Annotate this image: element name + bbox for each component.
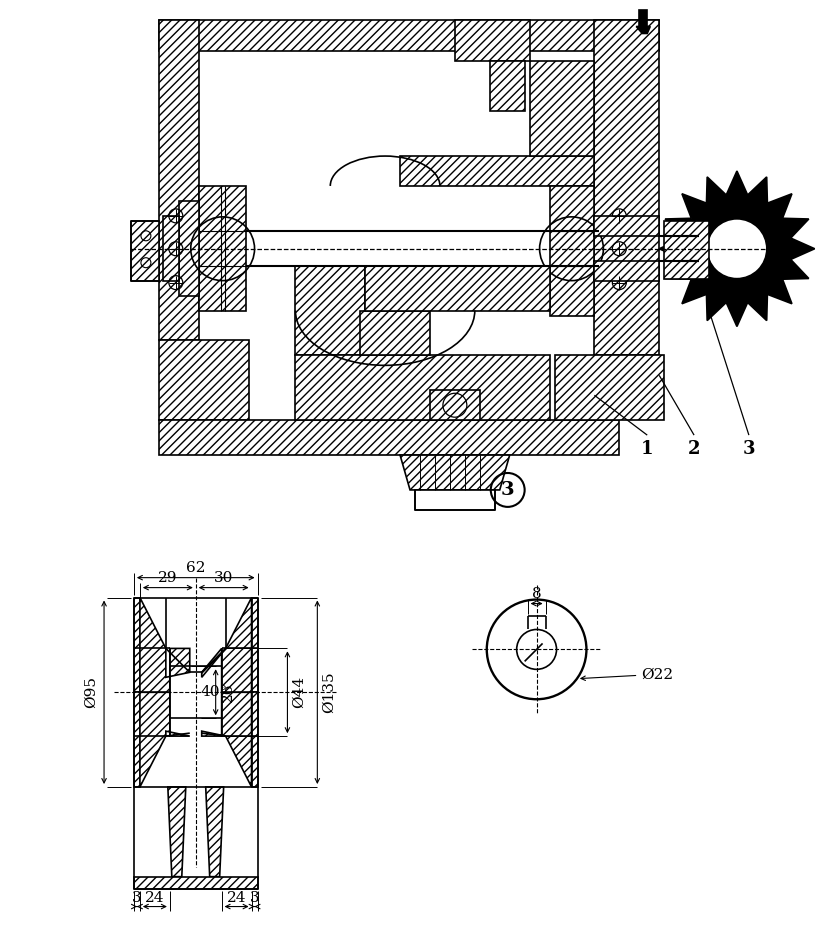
Polygon shape (159, 340, 249, 421)
Polygon shape (400, 455, 509, 490)
Text: 3: 3 (250, 890, 260, 904)
Polygon shape (159, 20, 659, 52)
Text: 3: 3 (132, 890, 142, 904)
Polygon shape (595, 216, 659, 236)
Text: 3: 3 (501, 481, 514, 499)
Text: 24: 24 (227, 890, 246, 904)
Polygon shape (202, 692, 251, 787)
Text: Ø44: Ø44 (292, 676, 306, 708)
Polygon shape (205, 787, 224, 877)
Text: 1: 1 (641, 440, 654, 458)
Polygon shape (529, 61, 595, 156)
Polygon shape (131, 221, 159, 281)
Text: 62: 62 (186, 561, 205, 574)
Polygon shape (159, 421, 620, 455)
Polygon shape (199, 186, 245, 310)
Text: 40°: 40° (200, 686, 228, 700)
Polygon shape (595, 20, 659, 356)
Polygon shape (659, 171, 815, 326)
Polygon shape (159, 20, 199, 340)
Polygon shape (415, 490, 495, 510)
Polygon shape (595, 260, 659, 281)
Text: Ø22: Ø22 (581, 668, 673, 682)
Polygon shape (251, 598, 257, 692)
Polygon shape (640, 9, 647, 26)
Polygon shape (140, 598, 190, 692)
Polygon shape (296, 356, 549, 421)
Polygon shape (455, 20, 529, 61)
Polygon shape (360, 310, 430, 356)
Polygon shape (365, 266, 549, 310)
Polygon shape (549, 186, 595, 316)
Text: 8: 8 (532, 587, 541, 601)
Polygon shape (140, 692, 190, 787)
Polygon shape (430, 390, 480, 421)
Polygon shape (134, 598, 140, 692)
Polygon shape (179, 201, 199, 295)
Text: 26: 26 (220, 683, 235, 702)
Text: 2: 2 (688, 440, 701, 458)
Polygon shape (168, 787, 185, 877)
Text: Ø135: Ø135 (322, 671, 337, 713)
Polygon shape (296, 266, 365, 356)
Polygon shape (202, 598, 251, 692)
Polygon shape (636, 26, 650, 33)
Text: 24: 24 (145, 890, 164, 904)
Text: Ø95: Ø95 (84, 676, 98, 708)
Polygon shape (134, 692, 140, 787)
Text: 30: 30 (214, 571, 233, 585)
Polygon shape (163, 216, 179, 281)
Circle shape (707, 219, 767, 278)
Polygon shape (251, 692, 257, 787)
Polygon shape (554, 356, 664, 421)
Polygon shape (664, 221, 709, 278)
Polygon shape (134, 877, 257, 888)
Polygon shape (490, 61, 524, 111)
Text: 29: 29 (158, 571, 178, 585)
Text: 3: 3 (742, 440, 755, 458)
Polygon shape (400, 156, 595, 186)
